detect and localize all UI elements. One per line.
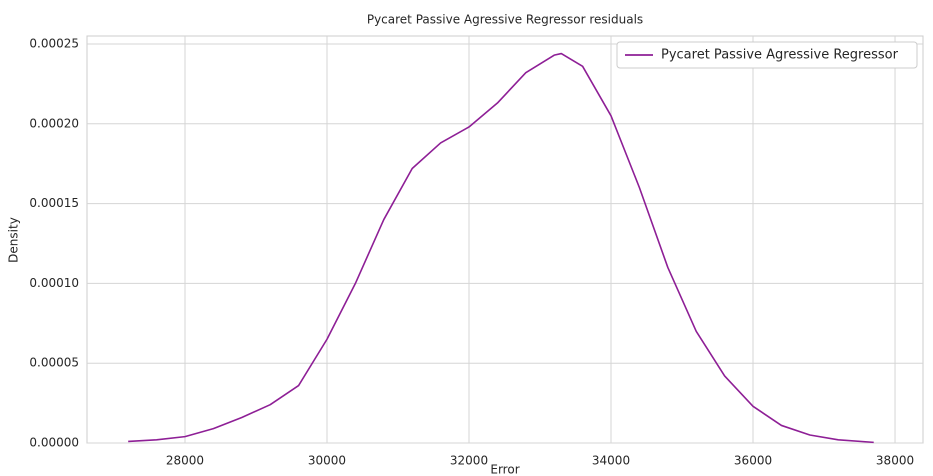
- y-tick-label: 0.00020: [29, 116, 79, 130]
- y-tick-label: 0.00025: [29, 36, 79, 50]
- y-axis-label: Density: [7, 217, 21, 263]
- x-tick-label: 38000: [876, 454, 914, 468]
- legend-label: Pycaret Passive Agressive Regressor: [661, 48, 899, 63]
- plot-area: [86, 35, 924, 444]
- x-tick-label: 36000: [734, 454, 772, 468]
- x-tick-label: 34000: [592, 454, 630, 468]
- y-tick-label: 0.00005: [29, 356, 79, 370]
- y-tick-label: 0.00015: [29, 196, 79, 210]
- x-tick-label: 28000: [166, 454, 204, 468]
- x-tick-label: 30000: [308, 454, 346, 468]
- density-line: [128, 52, 874, 444]
- x-axis-label: Error: [490, 463, 519, 476]
- y-tick-label: 0.00010: [29, 276, 79, 290]
- y-tick-label: 0.00000: [29, 436, 79, 450]
- chart-title: Pycaret Passive Agressive Regressor resi…: [367, 13, 643, 27]
- x-tick-label: 32000: [450, 454, 488, 468]
- legend-box: [616, 41, 918, 69]
